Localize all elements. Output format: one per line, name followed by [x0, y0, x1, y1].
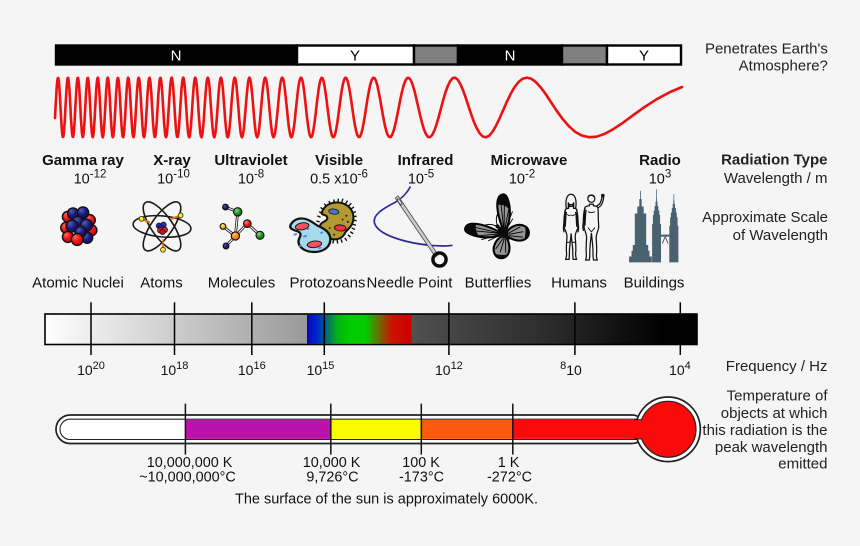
svg-text:this radiation is the: this radiation is the	[702, 422, 827, 439]
svg-text:The surface of the sun is appr: The surface of the sun is approximately …	[235, 492, 538, 508]
svg-text:1 K: 1 K	[498, 455, 520, 471]
svg-text:Infrared: Infrared	[398, 152, 454, 169]
svg-text:peak wavelength: peak wavelength	[715, 439, 828, 456]
svg-text:Microwave: Microwave	[491, 152, 568, 169]
svg-text:Buildings: Buildings	[624, 275, 685, 292]
svg-text:Atomic Nuclei: Atomic Nuclei	[32, 275, 124, 292]
svg-text:Wavelength / m: Wavelength / m	[724, 170, 828, 187]
svg-text:Y: Y	[350, 48, 360, 65]
svg-text:Humans: Humans	[551, 275, 607, 292]
svg-text:~10,000,000°C: ~10,000,000°C	[139, 470, 236, 486]
svg-text:Molecules: Molecules	[208, 275, 276, 292]
svg-text:Atmosphere?: Atmosphere?	[739, 58, 828, 75]
svg-text:objects at which: objects at which	[721, 405, 828, 422]
svg-text:Frequency / Hz: Frequency / Hz	[726, 358, 828, 375]
svg-text:Gamma ray: Gamma ray	[42, 152, 124, 169]
svg-text:Ultraviolet: Ultraviolet	[214, 152, 287, 169]
svg-text:Approximate Scale: Approximate Scale	[702, 209, 828, 226]
svg-text:10,000 K: 10,000 K	[303, 455, 361, 471]
svg-text:810: 810	[560, 360, 582, 378]
svg-text:X-ray: X-ray	[153, 152, 191, 169]
svg-text:Butterflies: Butterflies	[465, 275, 532, 292]
svg-text:N: N	[171, 48, 182, 65]
svg-text:Radiation Type: Radiation Type	[721, 152, 827, 169]
svg-text:Radio: Radio	[639, 152, 681, 169]
svg-text:-173°C: -173°C	[399, 470, 444, 486]
svg-text:-272°C: -272°C	[487, 470, 532, 486]
svg-text:0.5 x10-6: 0.5 x10-6	[310, 169, 368, 188]
svg-text:Temperature of: Temperature of	[727, 388, 829, 405]
svg-text:Visible: Visible	[315, 152, 363, 169]
svg-text:9,726°C: 9,726°C	[306, 470, 358, 486]
svg-text:emitted: emitted	[778, 456, 827, 473]
svg-text:10,000,000 K: 10,000,000 K	[147, 455, 233, 471]
svg-text:100 K: 100 K	[402, 455, 440, 471]
svg-text:Protozoans: Protozoans	[290, 275, 366, 292]
svg-text:Atoms: Atoms	[140, 275, 183, 292]
svg-text:of Wavelength: of Wavelength	[733, 227, 828, 244]
svg-text:Y: Y	[639, 48, 649, 65]
svg-text:N: N	[505, 48, 516, 65]
svg-text:Penetrates Earth's: Penetrates Earth's	[705, 40, 828, 57]
svg-text:Needle Point: Needle Point	[367, 275, 454, 292]
